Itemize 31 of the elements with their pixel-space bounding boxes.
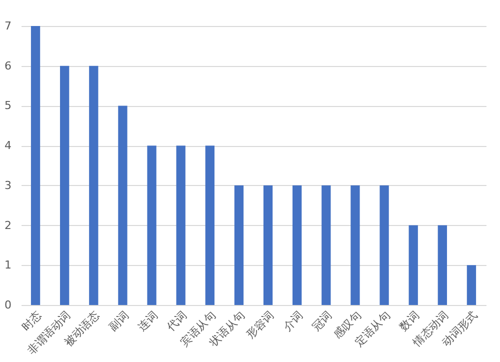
x-tick-label: 介词 bbox=[280, 308, 306, 334]
bar bbox=[147, 146, 156, 305]
bar bbox=[118, 106, 128, 305]
bar bbox=[30, 26, 40, 305]
y-tick-label: 7 bbox=[4, 20, 12, 32]
y-tick-label: 6 bbox=[4, 59, 12, 72]
x-tick-label: 代词 bbox=[164, 308, 190, 334]
bar bbox=[380, 185, 389, 305]
y-tick-label: 0 bbox=[4, 298, 12, 312]
x-tick-label: 数词 bbox=[397, 308, 422, 334]
y-tick-label: 5 bbox=[4, 99, 12, 112]
y-tick-label: 1 bbox=[4, 258, 12, 272]
bar bbox=[263, 185, 273, 305]
bar bbox=[176, 146, 186, 305]
x-tick-label: 副词 bbox=[106, 308, 132, 334]
x-tick-label: 形容词 bbox=[244, 308, 277, 342]
bar bbox=[60, 66, 70, 305]
bar bbox=[89, 66, 98, 305]
bar bbox=[350, 185, 360, 305]
bar bbox=[466, 265, 476, 305]
bar bbox=[438, 225, 447, 305]
bar bbox=[292, 185, 302, 305]
bar bbox=[234, 185, 244, 305]
x-tick-label: 冠词 bbox=[310, 308, 335, 334]
y-tick-label: 3 bbox=[4, 178, 12, 192]
bar bbox=[322, 185, 331, 305]
bar bbox=[205, 146, 214, 305]
bar bbox=[408, 225, 418, 305]
y-tick-label: 4 bbox=[4, 139, 12, 152]
x-tick-label: 连词 bbox=[136, 308, 160, 334]
y-tick-label: 2 bbox=[4, 218, 12, 232]
